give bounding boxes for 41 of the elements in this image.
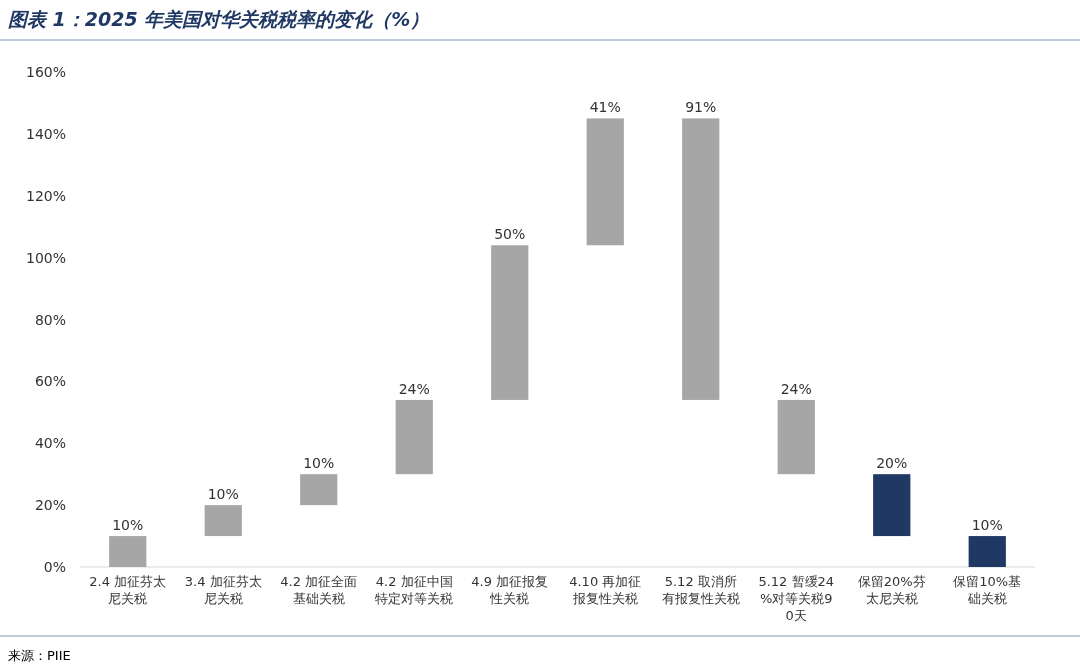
data-label: 10% — [207, 486, 239, 503]
data-label: 24% — [398, 380, 430, 397]
y-tick-label: 100% — [25, 249, 66, 266]
y-tick-label: 140% — [25, 125, 66, 142]
bar — [204, 505, 242, 537]
title: 图表 1：2025 年美国对华关税税率的变化（%） — [8, 8, 430, 30]
data-label: 10% — [112, 517, 144, 534]
x-tick-label: 保留10%基础关税 — [953, 574, 1022, 606]
bar — [682, 118, 720, 400]
bar — [777, 399, 815, 475]
x-tick-label: 5.12 暂缓24%对等关税90天 — [758, 574, 835, 623]
y-tick-label: 20% — [34, 497, 66, 514]
source-note: 来源：PIIE — [8, 648, 71, 663]
bar — [109, 536, 147, 567]
bar — [968, 536, 1006, 567]
y-tick-label: 80% — [34, 311, 66, 328]
data-label: 10% — [971, 517, 1003, 534]
data-label: 10% — [303, 455, 335, 472]
data-label: 24% — [780, 380, 812, 397]
data-label: 41% — [589, 99, 621, 116]
bar — [873, 474, 911, 537]
y-tick-label: 120% — [25, 187, 66, 204]
data-label: 91% — [685, 99, 717, 116]
x-tick-label: 4.9 加征报复性关税 — [471, 574, 549, 606]
y-tick-label: 0% — [43, 559, 66, 575]
x-tick-label: 4.2 加征全面基础关税 — [280, 574, 358, 606]
y-tick-label: 40% — [34, 435, 66, 452]
data-label: 50% — [494, 226, 526, 243]
y-tick-label: 160% — [25, 64, 66, 80]
x-tick-label: 4.2 加征中国特定对等关税 — [375, 574, 454, 606]
x-tick-label: 4.10 再加征报复性关税 — [569, 574, 642, 606]
y-tick-label: 60% — [34, 373, 66, 390]
x-tick-label: 2.4 加征芬太尼关税 — [89, 574, 167, 606]
bar — [491, 245, 529, 400]
x-tick-label: 5.12 取消所有报复性关税 — [661, 574, 740, 606]
bar — [300, 474, 338, 506]
data-label: 20% — [876, 455, 908, 472]
x-tick-label: 保留20%芬太尼关税 — [857, 574, 926, 606]
bar — [395, 399, 433, 475]
bar — [586, 118, 624, 246]
x-tick-label: 3.4 加征芬太尼关税 — [184, 574, 262, 606]
